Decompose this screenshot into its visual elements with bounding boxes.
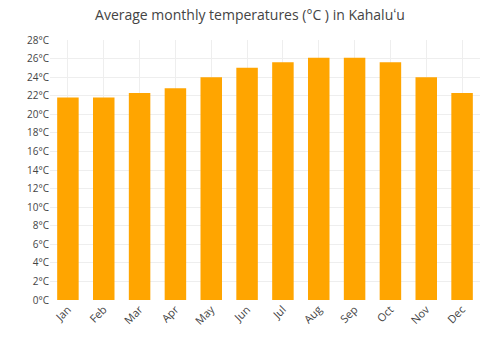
svg-text:Nov: Nov	[407, 302, 432, 327]
svg-text:Feb: Feb	[86, 302, 110, 326]
svg-text:8°C: 8°C	[33, 218, 49, 232]
svg-text:Mar: Mar	[120, 302, 145, 327]
svg-text:Sep: Sep	[337, 302, 361, 326]
svg-text:Jan: Jan	[51, 302, 73, 324]
svg-text:Average monthly temperatures (: Average monthly temperatures (°C ) in Ka…	[95, 5, 405, 24]
svg-text:Dec: Dec	[444, 302, 468, 326]
svg-text:May: May	[191, 302, 217, 328]
svg-text:2°C: 2°C	[33, 274, 49, 288]
svg-text:Oct: Oct	[373, 302, 396, 325]
svg-text:10°C: 10°C	[27, 200, 49, 214]
svg-text:20°C: 20°C	[27, 107, 49, 121]
svg-text:12°C: 12°C	[27, 181, 49, 195]
svg-text:26°C: 26°C	[27, 51, 49, 65]
svg-text:Jun: Jun	[230, 302, 253, 325]
svg-text:22°C: 22°C	[27, 88, 49, 102]
svg-text:14°C: 14°C	[27, 163, 49, 177]
svg-text:Apr: Apr	[158, 302, 182, 326]
svg-text:18°C: 18°C	[27, 125, 49, 139]
svg-text:Jul: Jul	[269, 302, 289, 322]
svg-text:6°C: 6°C	[33, 237, 49, 251]
svg-text:16°C: 16°C	[27, 144, 49, 158]
svg-text:4°C: 4°C	[33, 255, 49, 269]
svg-text:24°C: 24°C	[27, 70, 49, 84]
svg-text:0°C: 0°C	[33, 293, 49, 307]
svg-text:28°C: 28°C	[27, 33, 49, 47]
svg-text:Aug: Aug	[300, 302, 325, 327]
